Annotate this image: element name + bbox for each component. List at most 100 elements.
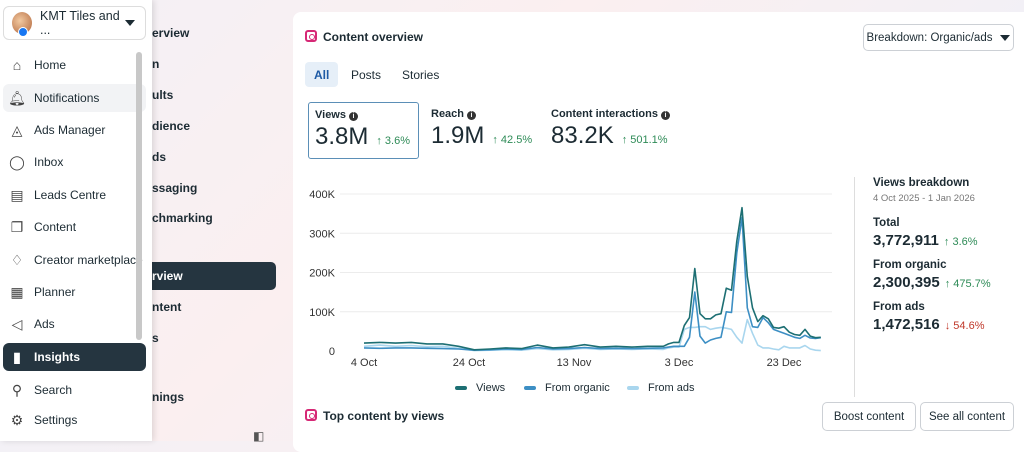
sidebar-scrollbar[interactable] <box>136 52 142 340</box>
gear-icon: ⚙ <box>10 411 24 428</box>
breakdown-row-value: 3,772,911 <box>873 232 939 249</box>
see-all-content-button[interactable]: See all content <box>920 402 1014 431</box>
info-icon[interactable]: i <box>467 111 477 120</box>
subnav-item[interactable]: dience <box>152 119 191 133</box>
sidebar-item-label: Insights <box>34 350 81 364</box>
sidebar-item-label: Home <box>34 58 67 72</box>
metric-label: Content interactions <box>551 108 658 120</box>
bell-icon: 🔔︎ <box>8 89 26 106</box>
sidebar-item-creator-marketplace[interactable]: ♢ Creator marketplace <box>3 246 146 274</box>
chat-icon: ◯ <box>9 153 25 170</box>
sidebar-item-planner[interactable]: ▦ Planner <box>3 278 146 306</box>
x-tick-label: 4 Oct <box>351 357 377 369</box>
ads-manager-icon: ◬ <box>11 121 23 138</box>
views-breakdown: Views breakdown 4 Oct 2025 - 1 Jan 2026 … <box>873 177 991 333</box>
metric-label: Reach <box>431 108 465 120</box>
sidebar-item-label: Search <box>34 383 73 397</box>
content-icon: ❐ <box>10 218 24 235</box>
bar-chart-icon: ▮ <box>13 348 21 365</box>
legend-swatch <box>524 386 536 390</box>
boost-content-button[interactable]: Boost content <box>822 402 916 431</box>
sidebar-item-ads[interactable]: ◁ Ads <box>3 310 146 338</box>
contact-card-icon: ▤ <box>10 186 24 203</box>
legend-item[interactable]: From ads <box>627 382 694 394</box>
title-text: Top content by views <box>323 409 445 423</box>
y-tick-label: 100K <box>309 307 335 319</box>
legend-label: From organic <box>545 382 610 394</box>
y-tick-label: 300K <box>309 228 335 240</box>
sidebar-item-search[interactable]: ⚲ Search <box>3 376 146 404</box>
metric-views[interactable]: Views i 3.8M ↑ 3.6% <box>308 102 419 159</box>
sidebar-item-content[interactable]: ❐ Content <box>3 213 146 241</box>
instagram-icon <box>305 409 317 421</box>
divider <box>854 177 855 397</box>
breakdown-row-value: 1,472,516 <box>873 316 940 333</box>
content-overview-card: Content overview Breakdown: Organic/ads … <box>293 12 1024 452</box>
x-tick-label: 23 Dec <box>767 357 802 369</box>
sidebar-item-label: Inbox <box>34 155 64 169</box>
subnav-item[interactable]: erview <box>152 26 190 40</box>
x-tick-label: 24 Oct <box>453 357 485 369</box>
breakdown-row-label: From ads <box>873 301 925 313</box>
metric-value: 3.8M <box>315 123 369 150</box>
legend-swatch <box>455 386 467 390</box>
legend-label: From ads <box>648 382 695 394</box>
breakdown-row-change: ↓ 54.6% <box>944 320 985 332</box>
series-line-views <box>363 206 821 351</box>
metric-reach[interactable]: Reach i 1.9M ↑ 42.5% <box>425 102 538 159</box>
sidebar-item-home[interactable]: ⌂ Home <box>3 51 146 79</box>
sidebar-item-settings[interactable]: ⚙ Settings <box>3 406 146 434</box>
account-switcher[interactable]: KMT Tiles and ... <box>3 6 146 40</box>
breakdown-row-change: ↑ 3.6% <box>943 236 978 248</box>
breakdown-row: From organic 2,300,395 ↑ 475.7% <box>873 259 991 291</box>
metric-change: ↑ 501.1% <box>621 134 668 146</box>
legend-item[interactable]: From organic <box>524 382 610 394</box>
tab-stories[interactable]: Stories <box>402 68 440 82</box>
breakdown-dropdown[interactable]: Breakdown: Organic/ads <box>863 24 1014 51</box>
tab-posts[interactable]: Posts <box>351 68 382 82</box>
sidebar-item-label: Notifications <box>34 91 100 105</box>
avatar <box>12 12 32 37</box>
breakdown-row: From ads 1,472,516 ↓ 54.6% <box>873 301 991 333</box>
sidebar-item-label: Ads <box>34 317 55 331</box>
sidebar-item-label: Planner <box>34 285 76 299</box>
sidebar-item-label: Content <box>34 220 77 234</box>
subnav-item[interactable]: ntent <box>152 300 182 314</box>
metric-value: 1.9M <box>431 122 485 149</box>
caret-down-icon <box>125 20 135 26</box>
tab-all[interactable]: All <box>305 62 339 87</box>
sidebar-item-leads-centre[interactable]: ▤ Leads Centre <box>3 181 146 209</box>
y-tick-label: 200K <box>309 268 335 280</box>
subnav-item[interactable]: ssaging <box>152 181 198 195</box>
x-tick-label: 13 Nov <box>557 357 592 369</box>
subnav-item[interactable]: nings <box>152 390 184 404</box>
instagram-icon <box>305 30 317 42</box>
subnav-item[interactable]: s <box>152 331 159 345</box>
sidebar-item-notifications[interactable]: 🔔︎ Notifications <box>3 84 146 112</box>
facebook-icon <box>18 27 28 37</box>
collapse-panel-icon[interactable]: ◧ <box>253 429 265 443</box>
info-icon[interactable]: i <box>660 111 670 120</box>
subnav-item[interactable]: chmarking <box>152 211 213 225</box>
sidebar-item-inbox[interactable]: ◯ Inbox <box>3 148 146 176</box>
metric-content-interactions[interactable]: Content interactions i 83.2K ↑ 501.1% <box>545 102 676 159</box>
sidebar-item-label: Creator marketplace <box>34 253 143 267</box>
subnav-item[interactable]: ults <box>152 88 174 102</box>
sidebar-item-insights[interactable]: ▮ Insights <box>3 343 146 371</box>
caret-down-icon <box>1000 34 1011 41</box>
info-icon[interactable]: i <box>349 112 358 121</box>
breakdown-range: 4 Oct 2025 - 1 Jan 2026 <box>873 193 975 204</box>
metric-label: Views <box>315 109 346 121</box>
breakdown-row-label: Total <box>873 217 900 229</box>
views-line-chart: 0 100K 200K 300K 400K 4 Oct 24 Oct 13 Nov 3 Dec 2… <box>309 189 832 369</box>
megaphone-icon: ◁ <box>11 315 23 332</box>
subnav-item[interactable]: ds <box>152 150 167 164</box>
series-line-from-organic <box>363 216 821 352</box>
sidebar-item-ads-manager[interactable]: ◬ Ads Manager <box>3 116 146 144</box>
subnav-item[interactable]: rview <box>152 262 276 290</box>
metric-change: ↑ 42.5% <box>492 134 533 146</box>
y-tick-label: 400K <box>309 189 335 201</box>
legend-item[interactable]: Views <box>455 382 505 394</box>
subnav-item[interactable]: n <box>152 57 160 71</box>
breakdown-label: Breakdown: Organic/ads <box>866 31 993 44</box>
